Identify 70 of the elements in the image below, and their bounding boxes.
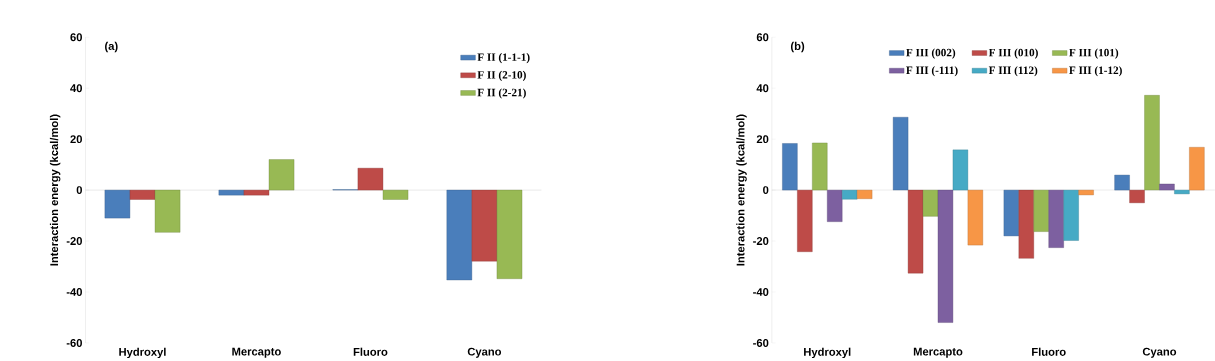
bar [892, 117, 909, 191]
bar [937, 189, 954, 323]
x-tick-label: Mercapto [913, 347, 963, 358]
bar [471, 189, 498, 262]
bar [967, 189, 984, 246]
legend-label: F III (002) [906, 48, 956, 59]
bar [1114, 174, 1130, 191]
legend-label: F III (010) [988, 48, 1038, 59]
bar [842, 189, 858, 200]
y-axis-title: Interaction energy (kcal/mol) [49, 114, 61, 266]
bar [1063, 189, 1079, 241]
y-axis-title: Interaction energy (kcal/mol) [736, 114, 747, 266]
bar [1018, 189, 1034, 259]
legend-label: F II (1-1-1) [477, 53, 530, 64]
bar [907, 189, 924, 274]
x-tick-label: Hydroxyl [804, 347, 851, 359]
y-tick-label: -60 [753, 338, 769, 347]
bar [446, 189, 473, 281]
legend-label: F III (1-12) [1069, 66, 1122, 77]
y-tick-label: -40 [753, 288, 769, 296]
bar [812, 142, 828, 191]
bar [268, 159, 295, 191]
y-tick-label: 0 [76, 186, 82, 195]
bar [1048, 189, 1064, 248]
y-tick-label: 60 [70, 33, 82, 42]
bar [243, 189, 270, 196]
x-tick-label: Fluoro [353, 347, 388, 356]
x-tick-label: Cyano [467, 347, 502, 358]
bar [496, 189, 523, 279]
legend-label: F II (2-21) [477, 88, 526, 99]
bar [1144, 95, 1160, 191]
bar [1129, 189, 1145, 203]
bar [1078, 189, 1094, 196]
y-tick-label: -40 [66, 288, 82, 296]
bar [218, 189, 245, 196]
bar [952, 149, 969, 191]
bar [1189, 147, 1205, 191]
bar [357, 168, 384, 191]
legend-label: F III (101) [1069, 48, 1119, 59]
y-tick-label: -20 [753, 237, 769, 245]
y-tick-label: -60 [66, 338, 82, 347]
bar [382, 189, 409, 200]
y-tick-label: 0 [763, 186, 769, 195]
y-tick-label: 60 [756, 33, 769, 42]
chart-title: (b) [790, 41, 805, 53]
bar [1003, 189, 1019, 237]
y-tick-label: 40 [756, 84, 769, 93]
bar [922, 189, 939, 217]
bar [827, 189, 843, 222]
y-tick-label: 20 [70, 135, 82, 144]
y-tick-label: -20 [66, 237, 82, 245]
bar [782, 143, 798, 191]
bar [797, 189, 813, 252]
bar [104, 189, 131, 219]
legend-label: F II (2-10) [477, 70, 526, 81]
y-tick-label: 20 [756, 135, 769, 144]
chart-title: (a) [105, 41, 118, 53]
y-tick-label: 40 [70, 84, 82, 93]
bar [1174, 189, 1190, 195]
x-tick-label: Fluoro [1032, 347, 1066, 356]
bar [154, 189, 181, 233]
bar [1033, 189, 1049, 232]
bar [129, 189, 156, 200]
x-tick-label: Hydroxyl [119, 347, 166, 359]
bar [1159, 183, 1175, 191]
x-tick-label: Cyano [1142, 347, 1177, 358]
x-tick-label: Mercapto [232, 347, 281, 358]
bar [856, 189, 873, 199]
legend-label: F III (112) [988, 66, 1038, 77]
legend-label: F III (-111) [906, 66, 958, 77]
